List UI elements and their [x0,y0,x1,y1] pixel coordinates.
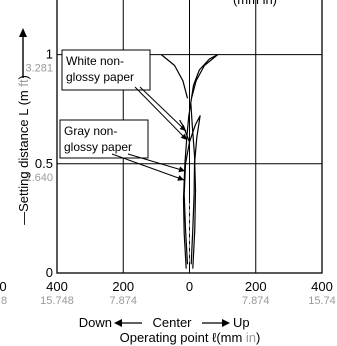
x-tick-sublabel: 7.874 [242,295,270,307]
annotation-box [59,119,149,159]
series-curve [182,54,219,269]
x-tick-label: 0 [186,279,193,294]
y-axis-title: —Setting distance L (m ft) [16,75,31,225]
y-tick-label: 0.5 [35,156,53,171]
x-axis-label-close: ) [256,330,260,345]
annotation-arrowhead [180,133,187,140]
arrow-right-head [222,319,230,327]
y-axis-label-main: —Setting distance L (m [16,87,31,225]
x-axis-label-main: Operating point ℓ(mm [120,330,246,345]
y-axis-label: —Setting distance L (m ft) [16,75,31,225]
x-tick-label: 200 [112,279,134,294]
x-axis-label: Operating point ℓ(mm in) [120,330,261,345]
y-tick-sublabel: 3.281 [25,63,53,75]
x-axis-label-unit: in [246,330,256,345]
series-curve [183,115,201,265]
x-tick-label: 200 [245,279,267,294]
annotation-arrowhead [177,175,184,181]
x-tick-label: 400 [46,279,68,294]
annotation-leader [111,153,185,181]
y-tick-label: 1 [46,47,53,62]
y-axis-label-unit: ft [16,79,31,87]
annotation-text: Gray non- [64,124,117,138]
direction-down-label: Down [79,315,112,330]
direction-center-label: Center [152,315,192,330]
plot-frame [56,0,323,274]
series-curve [160,54,189,99]
annotation-text: glossy paper [66,70,134,84]
annotation-leader [139,86,187,132]
annotation-box [61,49,151,91]
arrow-left-head [114,319,122,327]
annotation-leader [127,153,186,172]
direction-up-label: Up [233,315,250,330]
annotation-text: glossy paper [64,140,132,154]
x-tick-sublabel-edge: 8 [1,295,7,307]
annotation-arrowhead [179,124,186,131]
x-tick-sublabel: 7.874 [109,295,137,307]
annotation-text: White non- [66,54,124,68]
x-tick-sublabel: 15.74 [308,295,336,307]
annotation-leader [134,86,188,141]
annotation-arrowhead [178,166,185,173]
y-tick-sublabel: 1.640 [25,172,53,184]
x-tick-label-edge: 0 [0,279,7,294]
y-axis-arrow-head [19,28,27,37]
x-tick-sublabel: 15.748 [40,295,74,307]
x-tick-label: 400 [311,279,333,294]
top-label-fragment: (mm in) [233,0,277,7]
y-tick-label: 0 [46,265,53,280]
